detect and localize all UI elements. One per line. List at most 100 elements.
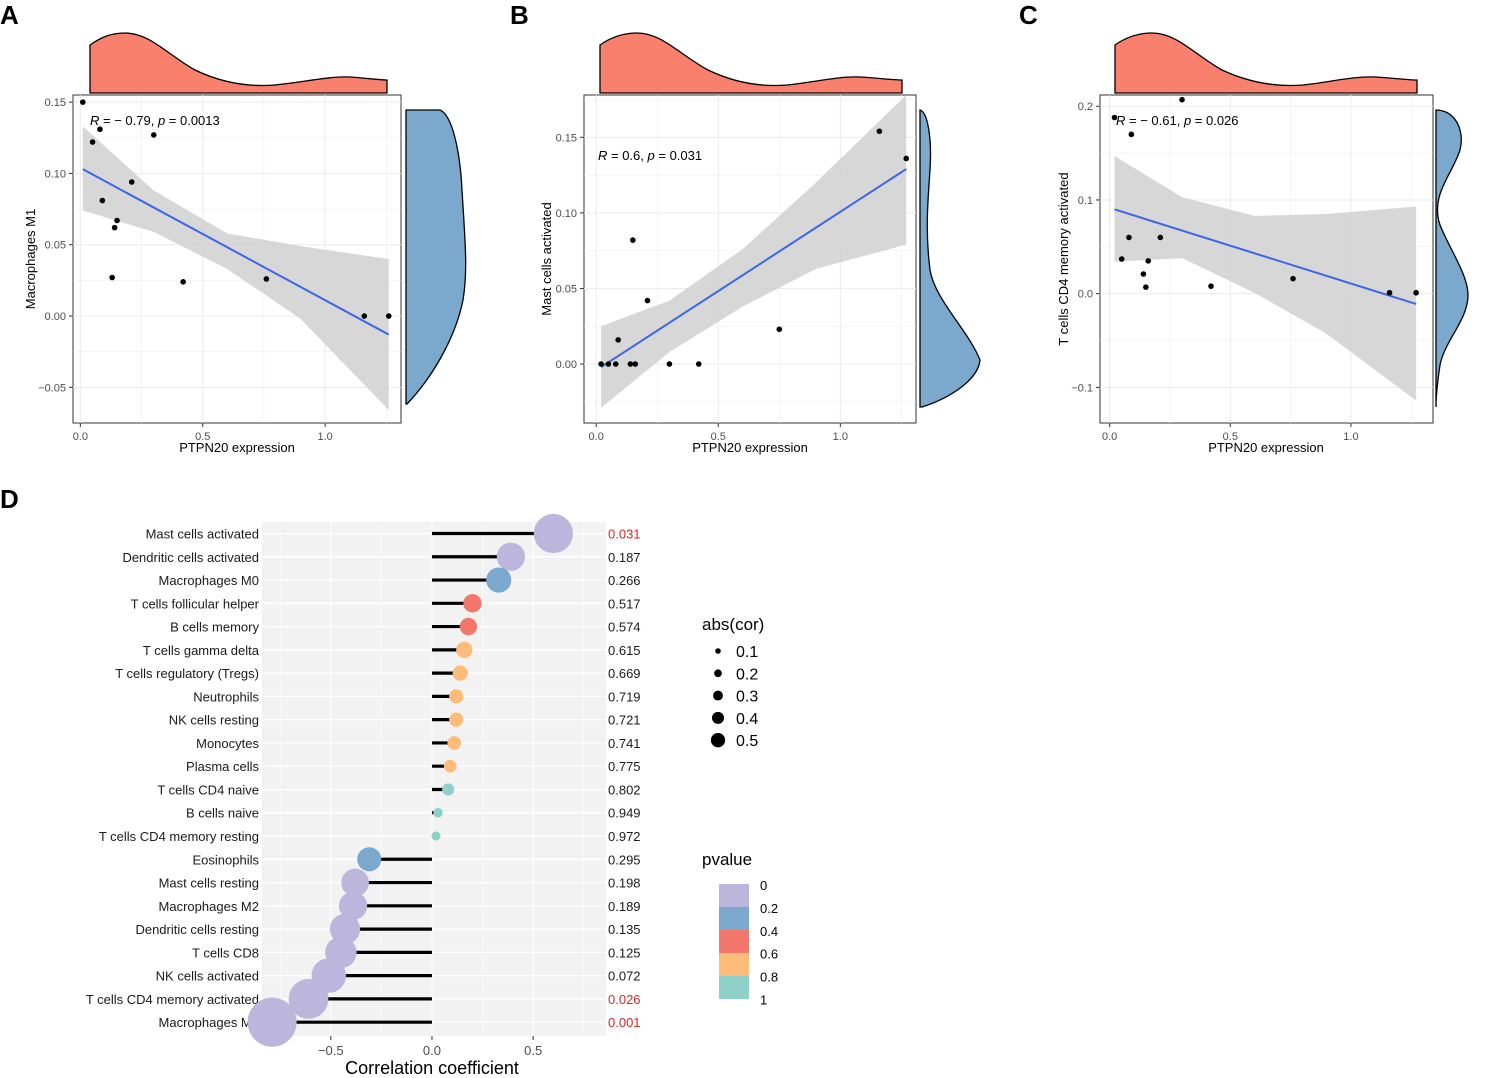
lollipop-dot <box>443 759 457 773</box>
lollipop-dot <box>288 979 329 1019</box>
data-point-c <box>1179 96 1185 103</box>
pvalue-label: 0.125 <box>608 945 641 960</box>
top-density-b <box>599 32 903 94</box>
size-legend-dot <box>715 648 721 654</box>
y-tick-label-a: 0.15 <box>45 97 66 109</box>
category-label: T cells CD8 <box>192 945 259 960</box>
plot-area-d <box>262 522 606 1036</box>
size-legend-label: 0.4 <box>736 711 758 728</box>
y-tick-label-b: 0.00 <box>556 359 577 371</box>
size-legend: abs(cor) 0.1 0.2 0.3 0.4 0.5 <box>702 615 764 750</box>
x-tick-label-b: 0.5 <box>711 431 726 443</box>
lollipop-dot <box>357 847 382 872</box>
category-label: Monocytes <box>196 736 259 751</box>
color-legend-label: 0.6 <box>760 947 778 962</box>
category-label: Neutrophils <box>193 689 259 704</box>
data-point-a <box>114 217 120 224</box>
pvalue-label: 0.198 <box>608 876 641 891</box>
top-density-a <box>89 32 388 94</box>
data-point-a <box>109 274 115 281</box>
category-label: Dendritic cells activated <box>122 550 259 565</box>
category-label: Dendritic cells resting <box>135 922 259 937</box>
color-legend: pvalue 0 0.2 0.4 0.6 0.8 1 <box>702 850 778 1008</box>
data-point-b <box>605 361 612 367</box>
category-label: B cells memory <box>170 620 259 635</box>
right-density-c <box>1435 109 1469 408</box>
pvalue-label: 0.517 <box>608 596 641 611</box>
category-label: Plasma cells <box>186 759 259 774</box>
y-tick-label-c: 0.0 <box>1078 289 1093 301</box>
lollipop-dot <box>341 868 369 897</box>
lollipop-dot <box>486 567 512 593</box>
panel-label-d: D <box>0 484 19 514</box>
data-point-a <box>97 126 103 133</box>
y-axis-label-b: Mast cells activated <box>539 202 554 315</box>
x-tick-label-b: 1.0 <box>833 431 848 443</box>
annotation-c: R = − 0.61, p = 0.026 <box>1116 113 1239 128</box>
lollipop-dot <box>447 736 462 750</box>
color-legend-bin-04 <box>719 930 749 953</box>
data-point-a <box>79 99 86 105</box>
data-point-c <box>1386 289 1393 296</box>
x-axis-label-a: PTPN20 expression <box>179 440 295 455</box>
category-label: Macrophages M1 <box>159 1015 259 1030</box>
lollipop-dot <box>456 641 473 659</box>
lollipop-dot <box>442 783 455 796</box>
data-point-b <box>695 361 702 367</box>
confidence-band-c <box>1114 155 1417 401</box>
data-point-c <box>1413 289 1419 296</box>
y-tick-label-c: −0.1 <box>1071 382 1093 394</box>
x-tick-label-c: 0.0 <box>1102 431 1117 443</box>
panel-label-b: B <box>510 0 529 30</box>
pvalue-label: 0.266 <box>608 573 641 588</box>
pvalue-label: 0.802 <box>608 782 641 797</box>
data-point-b <box>776 326 783 333</box>
size-legend-label: 0.3 <box>736 689 758 706</box>
data-point-c <box>1118 256 1125 262</box>
size-legend-label: 0.5 <box>736 733 758 750</box>
right-density-b <box>919 109 981 408</box>
confidence-band-b <box>601 95 907 408</box>
panel-label-a: A <box>0 0 19 30</box>
x-tick-label-b: 0.0 <box>589 431 604 443</box>
color-legend-label: 0.8 <box>760 970 778 985</box>
data-point-c <box>1126 234 1132 241</box>
pvalue-label: 0.775 <box>608 759 641 774</box>
lollipop-dot <box>338 891 368 920</box>
x-tick-label-d: 0.5 <box>524 1043 542 1058</box>
pvalue-label: 0.001 <box>608 1015 641 1030</box>
pvalue-label: 0.615 <box>608 643 641 658</box>
color-legend-label: 0.4 <box>760 924 778 939</box>
pvalue-label: 0.189 <box>608 899 641 914</box>
lollipop-dot <box>496 542 526 571</box>
pvalue-label: 0.026 <box>608 992 641 1007</box>
y-tick-label-b: 0.15 <box>556 132 577 144</box>
data-point-a <box>128 179 135 185</box>
data-point-c <box>1111 114 1118 121</box>
x-tick-label-a: 0.0 <box>73 431 88 443</box>
category-label: Mast cells activated <box>146 527 259 542</box>
color-legend-bin-08 <box>719 976 749 999</box>
pvalue-label: 0.669 <box>608 666 641 681</box>
panel-c: C −0.1 0.0 0.1 0.2 0.0 0.5 1.0 R = − 0.61, p … <box>1019 0 1469 455</box>
lollipop-dot <box>247 997 297 1047</box>
category-label: T cells CD4 memory activated <box>86 992 259 1007</box>
lollipop-dot <box>459 617 478 636</box>
lollipop-dot <box>433 807 443 818</box>
data-point-a <box>385 313 392 319</box>
data-point-b <box>632 361 639 367</box>
y-tick-label-a: −0.05 <box>38 382 66 394</box>
x-tick-label-d: 0.0 <box>423 1043 441 1058</box>
lollipop-dot <box>452 665 468 681</box>
y-tick-label-a: 0.05 <box>45 240 66 252</box>
data-point-c <box>1140 271 1147 277</box>
data-point-a <box>263 276 270 282</box>
data-point-b <box>630 237 636 243</box>
pvalue-label: 0.972 <box>608 829 641 844</box>
data-point-a <box>361 313 368 319</box>
x-tick-label-c: 1.0 <box>1343 431 1358 443</box>
data-point-b <box>666 361 673 367</box>
data-point-a <box>99 197 106 204</box>
size-legend-dot <box>711 711 725 724</box>
pvalue-label: 0.072 <box>608 969 641 984</box>
